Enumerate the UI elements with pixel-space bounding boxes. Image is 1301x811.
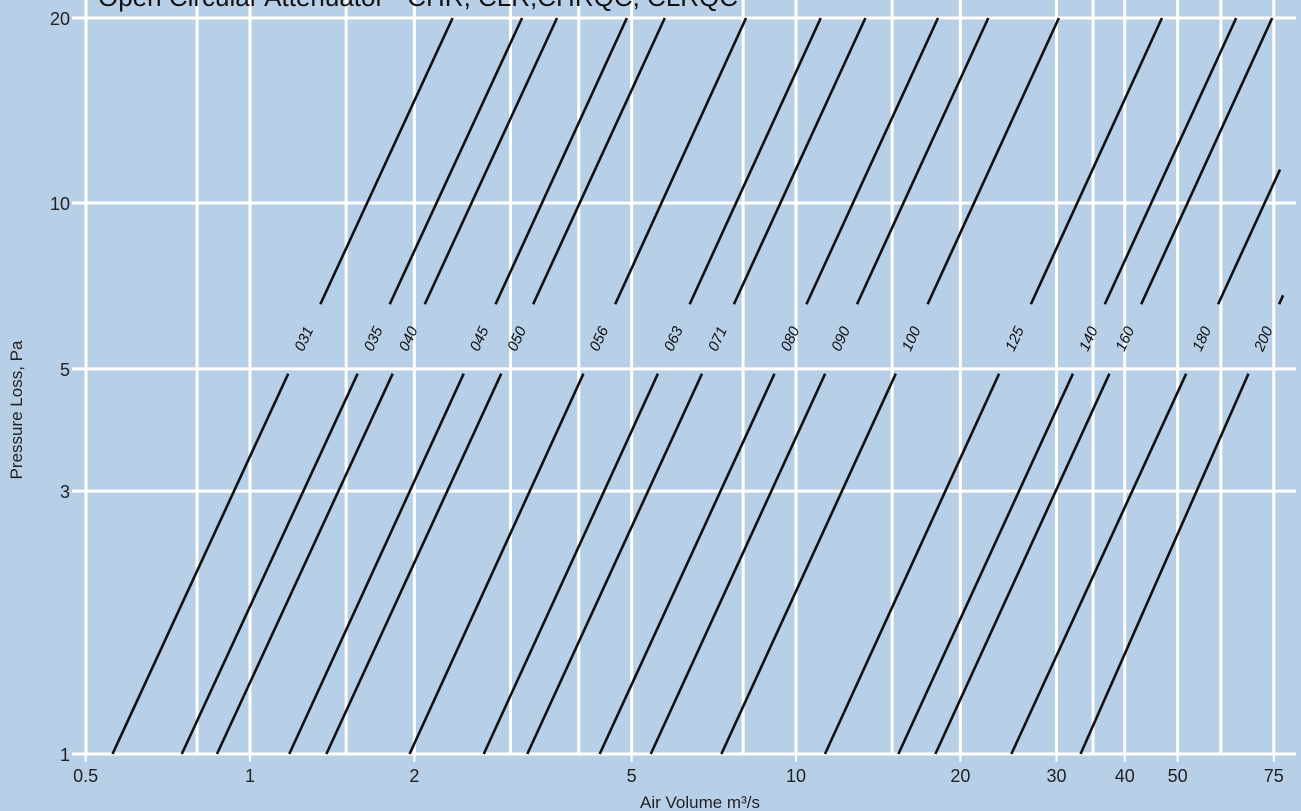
- series-segment: [897, 373, 1075, 755]
- series-segment: [934, 373, 1111, 755]
- x-tick-label: 10: [786, 766, 806, 786]
- series-label-140: 140: [1076, 323, 1102, 353]
- series-segment: [720, 373, 897, 755]
- series-segment: [1103, 17, 1238, 305]
- series-label-125: 125: [1002, 323, 1028, 353]
- x-tick-label: 5: [627, 766, 637, 786]
- series-label-050: 050: [504, 323, 530, 353]
- series-segment: [649, 373, 827, 755]
- series-segment: [1216, 169, 1282, 305]
- series-segment: [494, 17, 629, 305]
- series-segment: [388, 17, 524, 305]
- x-tick-label: 75: [1264, 766, 1284, 786]
- series-line-031: [111, 17, 454, 755]
- series-segment: [408, 373, 585, 755]
- x-tick-label: 2: [409, 766, 419, 786]
- series-line-050: [325, 17, 666, 755]
- y-tick-label: 3: [60, 482, 70, 502]
- series-label-045: 045: [467, 323, 493, 353]
- series-line-140: [897, 17, 1238, 755]
- series-segment: [111, 373, 290, 755]
- y-tick-label: 5: [60, 360, 70, 380]
- series-label-080: 080: [778, 323, 804, 353]
- series-segment: [1140, 17, 1274, 305]
- series-line-160: [934, 17, 1274, 755]
- x-tick-label: 50: [1168, 766, 1188, 786]
- x-tick-label: 1: [245, 766, 255, 786]
- series-label-100: 100: [899, 323, 925, 353]
- series-line-040: [215, 17, 559, 755]
- series-segment: [805, 17, 940, 305]
- series-label-031: 031: [291, 324, 317, 354]
- series-line-063: [482, 17, 822, 755]
- series-line-035: [180, 17, 524, 755]
- series-segment: [482, 373, 660, 755]
- series-segment: [823, 373, 1001, 755]
- series-segment: [423, 17, 559, 305]
- series-segment: [180, 373, 359, 755]
- y-axis-title: Pressure Loss, Pa: [7, 340, 26, 479]
- series-segment: [598, 373, 776, 755]
- series-line-045: [288, 17, 629, 755]
- grid: [72, 0, 1296, 762]
- x-tick-label: 30: [1046, 766, 1066, 786]
- series-lines: [111, 17, 1285, 755]
- series-segment: [1277, 294, 1285, 305]
- series-segment: [526, 373, 704, 755]
- series-segment: [1079, 373, 1250, 755]
- series-segment: [1029, 17, 1164, 305]
- chart-title: Open Circular Attenuator - CHR, CLR,CHRQ…: [98, 0, 738, 12]
- series-line-080: [598, 17, 940, 755]
- series-line-200: [1079, 294, 1285, 755]
- series-segment: [1010, 373, 1188, 755]
- series-segment: [732, 17, 867, 305]
- series-line-056: [408, 17, 748, 755]
- y-tick-label: 10: [50, 194, 70, 214]
- series-line-071: [526, 17, 867, 755]
- series-label-180: 180: [1189, 323, 1215, 353]
- x-tick-label: 40: [1115, 766, 1135, 786]
- series-segment: [531, 17, 666, 305]
- series-line-100: [720, 17, 1061, 755]
- series-label-056: 056: [586, 323, 612, 353]
- series-label-040: 040: [396, 323, 422, 353]
- series-segment: [325, 373, 503, 755]
- series-segment: [319, 17, 454, 305]
- series-segment: [613, 17, 748, 305]
- x-tick-label: 0.5: [73, 766, 98, 786]
- y-tick-label: 1: [60, 745, 70, 765]
- series-segment: [215, 373, 394, 755]
- series-segment: [926, 17, 1061, 305]
- y-tick-label: 20: [50, 9, 70, 29]
- series-label-090: 090: [828, 323, 854, 353]
- series-line-180: [1010, 169, 1282, 755]
- series-label-035: 035: [361, 323, 387, 353]
- series-label-160: 160: [1112, 323, 1138, 353]
- series-segment: [855, 17, 990, 305]
- series-segment: [688, 17, 822, 305]
- series-segment: [288, 373, 465, 755]
- series-line-125: [823, 17, 1164, 755]
- series-line-090: [649, 17, 990, 755]
- x-tick-label: 20: [950, 766, 970, 786]
- series-label-063: 063: [661, 323, 687, 353]
- x-axis-title: Air Volume m³/s: [640, 793, 760, 811]
- series-label-071: 071: [705, 324, 731, 354]
- series-labels: 031 035 040 045 050 056 063 071 080 090 100 125 140 1…: [291, 323, 1277, 354]
